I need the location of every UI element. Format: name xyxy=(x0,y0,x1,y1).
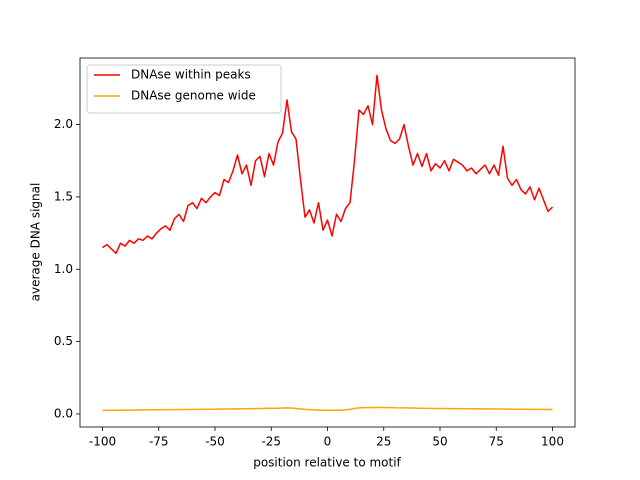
data-line xyxy=(102,74,554,255)
data-line xyxy=(102,406,553,412)
x-tick-label: 25 xyxy=(376,435,391,449)
y-axis-label: average DNA signal xyxy=(29,183,43,302)
x-tick-label: -50 xyxy=(205,435,225,449)
x-tick-label: 50 xyxy=(432,435,447,449)
legend-label: DNAse genome wide xyxy=(131,89,256,103)
x-tick-label: 0 xyxy=(324,435,332,449)
plot-frame xyxy=(79,57,576,428)
x-axis-label: position relative to motif xyxy=(253,456,401,470)
x-tick-label: -25 xyxy=(261,435,281,449)
x-tick-label: 100 xyxy=(541,435,564,449)
y-tick-label: 0.5 xyxy=(54,334,73,348)
y-tick-label: 1.5 xyxy=(54,189,73,203)
y-tick-label: 2.0 xyxy=(54,117,73,131)
x-tick-label: -75 xyxy=(149,435,169,449)
legend-label: DNAse within peaks xyxy=(131,68,251,82)
x-tick-label: -100 xyxy=(89,435,116,449)
legend-box xyxy=(86,64,282,114)
y-tick-label: 0.0 xyxy=(54,406,73,420)
y-tick-label: 1.0 xyxy=(54,262,73,276)
x-tick-label: 75 xyxy=(489,435,504,449)
